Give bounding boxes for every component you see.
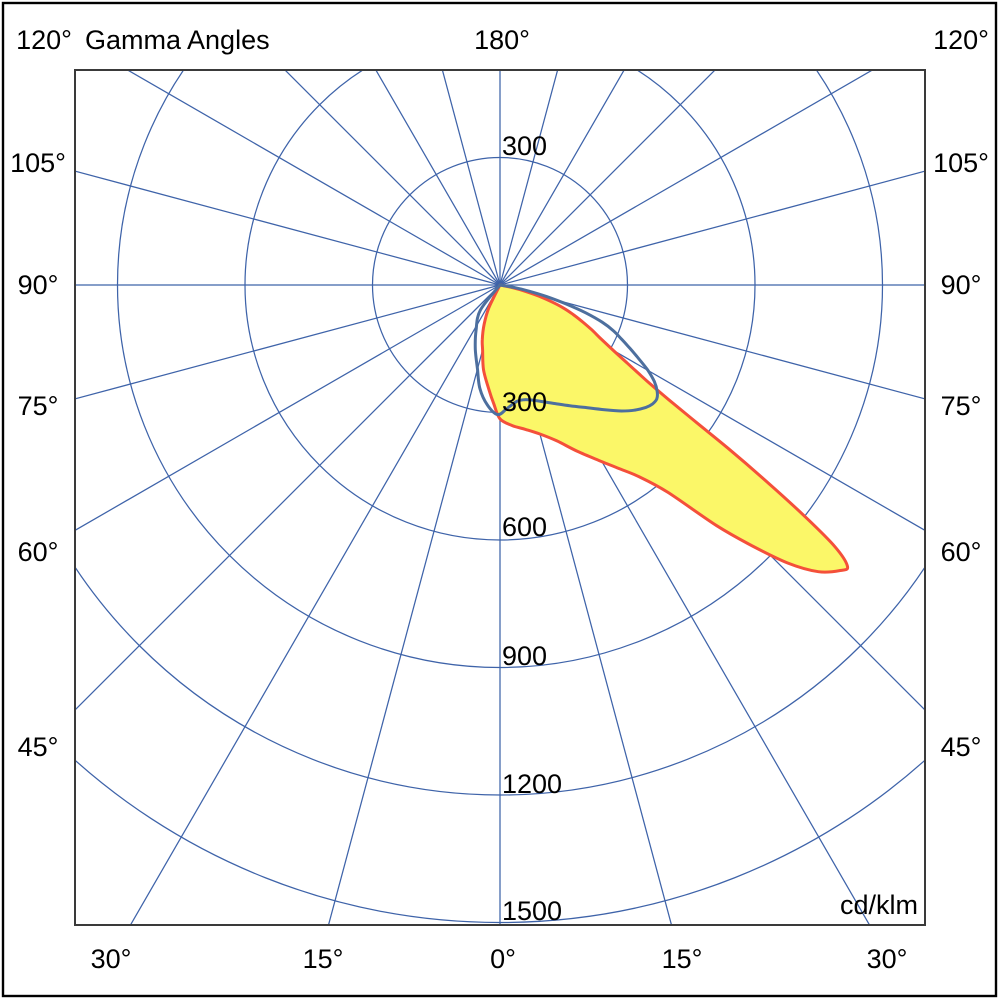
beam-fan-ray bbox=[406, 285, 500, 1000]
gamma-label-left: 60° bbox=[18, 537, 59, 567]
gamma-grid-line bbox=[258, 0, 500, 285]
gamma-label-180-top: 180° bbox=[474, 25, 530, 55]
gamma-label-120-left: 120° bbox=[16, 25, 72, 55]
gamma-label-right: 60° bbox=[941, 537, 982, 567]
gamma-label-right: 90° bbox=[941, 270, 982, 300]
gamma-label-right: 75° bbox=[941, 391, 982, 421]
gamma-label-bottom: 15° bbox=[662, 944, 703, 974]
intensity-tick-lower: 1200 bbox=[502, 769, 562, 799]
gamma-label-bottom: 15° bbox=[303, 944, 344, 974]
gamma-grid-line bbox=[500, 0, 968, 285]
intensity-tick-lower: 900 bbox=[502, 641, 547, 671]
chart-title: Gamma Angles bbox=[85, 25, 270, 55]
gamma-label-bottom: 30° bbox=[867, 944, 908, 974]
gamma-label-left: 75° bbox=[18, 391, 59, 421]
unit-label: cd/klm bbox=[840, 890, 918, 920]
gamma-label-bottom: 0° bbox=[490, 944, 516, 974]
gamma-label-right: 105° bbox=[933, 148, 989, 178]
intensity-tick-lower: 600 bbox=[502, 512, 547, 542]
gamma-label-right: 45° bbox=[941, 732, 982, 762]
gamma-label-left: 90° bbox=[18, 270, 59, 300]
gamma-label-120-right: 120° bbox=[933, 25, 989, 55]
gamma-label-left: 105° bbox=[10, 148, 66, 178]
intensity-tick-lower: 300 bbox=[502, 387, 547, 417]
intensity-tick-lower: 1500 bbox=[502, 896, 562, 926]
intensity-tick-upper: 300 bbox=[502, 131, 547, 161]
gamma-label-bottom: 30° bbox=[91, 944, 132, 974]
gamma-label-left: 45° bbox=[18, 732, 59, 762]
gamma-grid-line bbox=[33, 285, 501, 1000]
